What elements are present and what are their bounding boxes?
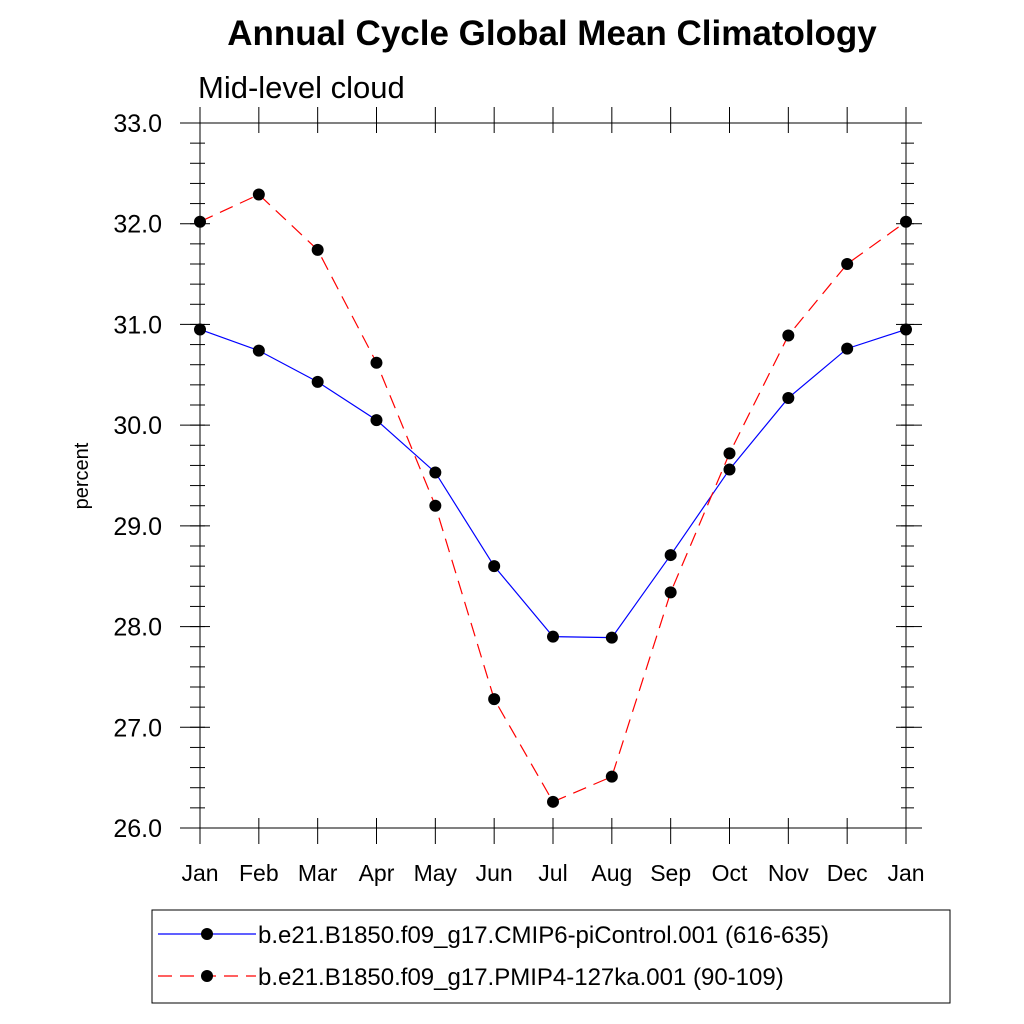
axes: 26.0 27.0 28.0 29.0 30.0 31.0 32.0 33.0 percent J… [71, 107, 925, 886]
y-tick-label: 28.0 [113, 614, 162, 642]
legend-swatch-marker [201, 928, 213, 940]
data-point [311, 375, 324, 388]
series-layer [194, 188, 912, 808]
x-tick-label: Jan [887, 860, 924, 886]
y-tick-label: 26.0 [113, 815, 162, 843]
series-1 [194, 323, 912, 644]
data-point [605, 631, 618, 644]
data-point [900, 323, 912, 336]
data-point [605, 770, 618, 783]
x-tick-label: May [414, 860, 458, 886]
legend-label: b.e21.B1850.f09_g17.PMIP4-127ka.001 (90-… [258, 964, 784, 991]
y-tick-label: 30.0 [113, 412, 162, 440]
x-tick-label: Sep [650, 860, 691, 886]
y-tick-label: 29.0 [113, 513, 162, 541]
data-point [370, 356, 383, 369]
data-point [194, 323, 206, 336]
legend-label: b.e21.B1850.f09_g17.CMIP6-piControl.001 … [258, 922, 829, 949]
data-point [252, 344, 265, 357]
legend-swatch-marker [201, 970, 213, 982]
chart-subtitle: Mid-level cloud [198, 70, 405, 105]
x-tick-label: Aug [591, 860, 632, 886]
legend: b.e21.B1850.f09_g17.CMIP6-piControl.001 … [151, 909, 951, 1004]
x-tick-label: Jan [181, 860, 218, 886]
chart-title: Annual Cycle Global Mean Climatology [227, 14, 877, 53]
data-point [782, 391, 795, 404]
data-point [782, 329, 795, 342]
data-point [488, 693, 501, 706]
legend-box [151, 909, 951, 1004]
series-line [199, 328, 907, 639]
data-point [488, 560, 501, 573]
x-tick-label: Dec [827, 860, 868, 886]
x-tick-label: Apr [359, 860, 395, 886]
data-point [429, 499, 442, 512]
data-point [664, 586, 677, 599]
data-point [900, 215, 912, 228]
data-point [723, 463, 736, 476]
data-point [841, 342, 854, 355]
y-tick-label: 32.0 [113, 211, 162, 239]
data-point [194, 215, 206, 228]
data-point [664, 549, 677, 562]
x-tick-label: Mar [298, 860, 338, 886]
x-tick-label: Jun [476, 860, 513, 886]
data-point [547, 795, 559, 808]
x-tick-label: Oct [712, 860, 748, 886]
data-point [252, 188, 265, 201]
x-tick-label: Feb [239, 860, 279, 886]
data-point [429, 466, 442, 479]
series-line [199, 193, 907, 803]
data-point [547, 630, 559, 643]
y-tick-label: 31.0 [113, 311, 162, 339]
plot-frame [199, 122, 907, 829]
x-tick-label: Jul [538, 860, 567, 886]
y-tick-label: 33.0 [113, 110, 162, 138]
y-tick-label: 27.0 [113, 714, 162, 742]
data-point [841, 258, 854, 270]
data-point [311, 243, 324, 256]
data-point [723, 447, 736, 460]
x-tick-label: Nov [768, 860, 809, 886]
series-2 [194, 188, 912, 808]
y-axis-label: percent [71, 442, 93, 509]
data-point [370, 414, 383, 427]
